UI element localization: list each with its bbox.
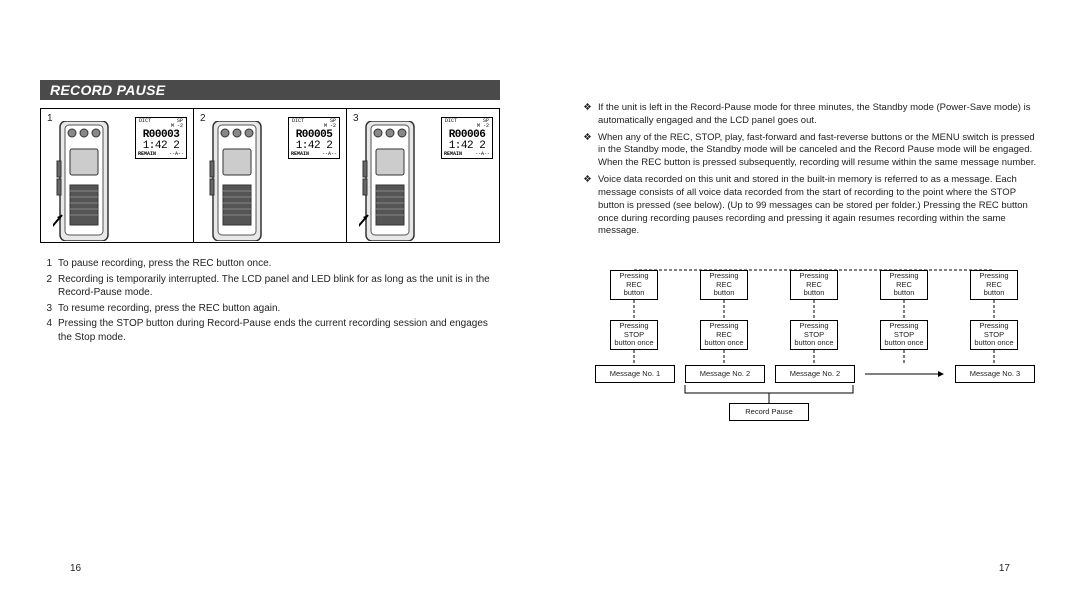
panel-3: 3: [347, 109, 499, 242]
stop-box: PressingSTOPbutton once: [970, 320, 1018, 350]
rec-box: PressingRECbutton: [700, 270, 748, 300]
msg-box: Message No. 3: [955, 365, 1035, 383]
device-illustration: [359, 121, 421, 236]
panel-2: 2 DICTSP M -: [194, 109, 347, 242]
section-header: RECORD PAUSE: [40, 80, 500, 100]
msg-box: Message No. 2: [775, 365, 855, 383]
bullet-list: ❖If the unit is left in the Record-Pause…: [580, 100, 1040, 242]
panel-num: 2: [200, 113, 206, 124]
stop-box: PressingSTOPbutton once: [790, 320, 838, 350]
lcd: DICTSP M -2 R00006 1:42 2 REMAIN--A--: [441, 117, 493, 159]
rec-once-box: PressingRECbutton once: [700, 320, 748, 350]
msg-box: Message No. 2: [685, 365, 765, 383]
device-illustration: [206, 121, 268, 236]
message-flow-diagram: PressingRECbutton PressingRECbutton Pres…: [585, 265, 1055, 425]
panel-num: 1: [47, 113, 53, 124]
left-page: RECORD PAUSE 1: [0, 0, 540, 604]
right-page: ❖If the unit is left in the Record-Pause…: [540, 0, 1080, 604]
rec-box: PressingRECbutton: [790, 270, 838, 300]
record-pause-box: Record Pause: [729, 403, 809, 421]
rec-box: PressingRECbutton: [970, 270, 1018, 300]
rec-box: PressingRECbutton: [880, 270, 928, 300]
lcd: DICTSP M -2 R00005 1:42 2 REMAIN--A--: [288, 117, 340, 159]
device-illustration: [53, 121, 115, 236]
steps-list: 1To pause recording, press the REC butto…: [40, 255, 500, 346]
stop-box: PressingSTOPbutton once: [880, 320, 928, 350]
lcd: DICTSP M -2 R00003 1:42 2 REMAIN--A--: [135, 117, 187, 159]
rec-box: PressingRECbutton: [610, 270, 658, 300]
stop-box: PressingSTOPbutton once: [610, 320, 658, 350]
panel-num: 3: [353, 113, 359, 124]
device-panels: 1: [40, 108, 500, 243]
page-number: 17: [999, 563, 1010, 574]
msg-box: Message No. 1: [595, 365, 675, 383]
page-number: 16: [70, 563, 81, 574]
panel-1: 1: [41, 109, 194, 242]
